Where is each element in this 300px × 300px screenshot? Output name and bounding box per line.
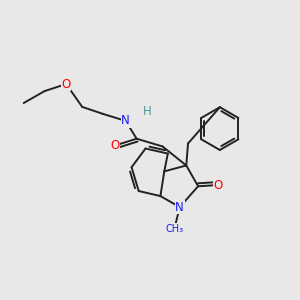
Text: O: O <box>110 139 120 152</box>
Text: CH₃: CH₃ <box>165 224 183 234</box>
Text: N: N <box>175 201 184 214</box>
Text: O: O <box>61 77 71 91</box>
Text: N: N <box>121 114 130 128</box>
Text: H: H <box>143 105 152 118</box>
Text: O: O <box>213 178 222 192</box>
